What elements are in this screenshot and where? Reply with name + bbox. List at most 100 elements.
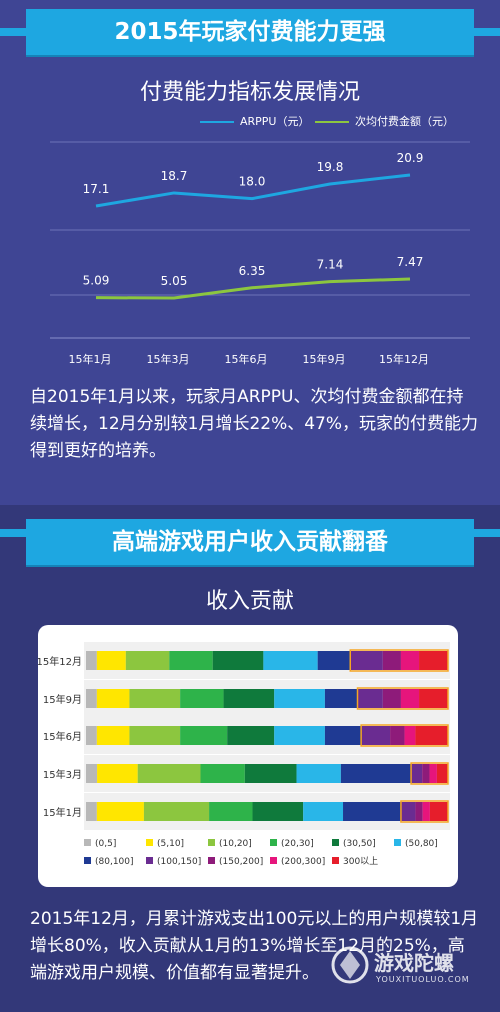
bar-segment	[274, 726, 325, 745]
x-tick-label: 15年3月	[147, 352, 190, 366]
bar-segment	[137, 764, 201, 783]
line-chart: 17.1 18.7 18.0 19.8 20.9 5.09 5.05 6.35 7.14 7.47…	[50, 141, 470, 366]
highlight-box	[356, 687, 449, 710]
bar-segment	[212, 651, 264, 670]
bar-segment	[317, 651, 351, 670]
bar-segment	[382, 651, 401, 670]
bar-segment	[227, 726, 275, 745]
y-tick-label: 15年12月	[38, 655, 82, 668]
bar-segment	[86, 764, 98, 783]
highlight-box	[400, 800, 449, 823]
y-tick-label: 15年9月	[43, 693, 82, 706]
highlight-box	[410, 762, 449, 785]
watermark-url: YOUXITUOLUO.COM	[376, 975, 470, 984]
legend-arppu-swatch	[200, 121, 234, 123]
bar-segment	[422, 802, 430, 821]
bar-segment	[86, 651, 97, 670]
legend-label: 300以上	[343, 856, 378, 867]
legend-avg-pay-swatch	[315, 121, 349, 123]
legend-label: (20,30]	[281, 839, 314, 849]
bar-segment	[419, 689, 448, 708]
bar-segment	[143, 802, 210, 821]
bar-segment	[303, 802, 344, 821]
bar-segment	[86, 802, 97, 821]
stacked-bar-chart: 15年12月 15年9月 15年6月 15年3月 15年1月 (0,5] (5,10] (10…	[37, 642, 450, 867]
bar-segment	[263, 651, 318, 670]
data-label: 5.05	[161, 274, 188, 288]
bar-segment	[129, 689, 181, 708]
legend-label: (5,10]	[157, 839, 184, 849]
legend-label: (0,5]	[95, 839, 116, 849]
legend-arppu-label: ARPPU（元）	[240, 115, 310, 128]
bar-segment	[244, 764, 297, 783]
bar-segment	[200, 764, 245, 783]
legend-label: (30,50]	[343, 839, 376, 849]
bar-segment	[96, 689, 130, 708]
legend-label: (100,150]	[157, 857, 201, 867]
legend-swatch	[146, 857, 153, 864]
section2-banner: 高端游戏用户收入贡献翻番	[26, 519, 474, 565]
section1-banner: 2015年玩家付费能力更强	[26, 9, 474, 55]
bar-segment	[343, 802, 401, 821]
bar-segment	[125, 651, 170, 670]
bar-segment	[429, 764, 437, 783]
legend-swatch	[270, 857, 277, 864]
data-label: 20.9	[397, 151, 424, 165]
legend-label: (50,80]	[405, 839, 438, 849]
x-tick-label: 15年12月	[379, 352, 429, 366]
legend-swatch	[146, 839, 153, 846]
bar-segment	[429, 802, 448, 821]
bar-segment	[404, 726, 416, 745]
bar-segment	[382, 689, 401, 708]
bar-segment	[274, 689, 325, 708]
bar-segment	[86, 689, 97, 708]
bar-segment	[324, 689, 358, 708]
data-label: 17.1	[83, 182, 110, 196]
line-chart-title: 付费能力指标发展情况	[139, 80, 360, 105]
bar-segment	[400, 651, 420, 670]
highlight-box	[349, 649, 449, 672]
bar-segment	[96, 726, 130, 745]
bar-segment	[340, 764, 412, 783]
legend-swatch	[394, 839, 401, 846]
legend-swatch	[208, 857, 215, 864]
bar-segment	[357, 689, 383, 708]
section-payment-ability: 2015年玩家付费能力更强 付费能力指标发展情况 ARPPU（元） 次均付费金额…	[0, 0, 500, 505]
legend-swatch	[332, 839, 339, 846]
y-tick-label: 15年3月	[43, 768, 82, 781]
bar-segment	[97, 764, 138, 783]
watermark: 游戏陀螺 YOUXITUOLUO.COM	[330, 943, 490, 1003]
bar-segment	[324, 726, 362, 745]
spinning-top-logo-icon	[331, 946, 369, 984]
bar-segment	[436, 764, 448, 783]
bar-segment	[400, 689, 420, 708]
bar-segment	[129, 726, 181, 745]
bar-segment	[390, 726, 405, 745]
legend-avg-pay-label: 次均付费金额（元）	[355, 115, 454, 128]
data-label: 18.0	[239, 175, 266, 189]
data-label: 19.8	[317, 160, 344, 174]
bar-segment	[180, 726, 228, 745]
bar-segment	[422, 764, 430, 783]
bar-segment	[296, 764, 341, 783]
bar-segment	[223, 689, 275, 708]
bar-segment	[96, 651, 126, 670]
bar-segment	[180, 689, 224, 708]
bar-segment	[415, 726, 448, 745]
legend-swatch	[270, 839, 277, 846]
legend-avg-pay: 次均付费金额（元）	[315, 113, 454, 129]
x-tick-label: 15年9月	[303, 352, 346, 366]
bar-segment	[169, 651, 213, 670]
data-label: 18.7	[161, 169, 188, 183]
legend-swatch	[332, 857, 339, 864]
series-line-0	[95, 173, 411, 208]
y-tick-label: 15年6月	[43, 730, 82, 743]
bar-segment	[96, 802, 144, 821]
legend-swatch	[208, 839, 215, 846]
x-tick-label: 15年1月	[69, 352, 112, 366]
bar-segment	[419, 651, 448, 670]
bar-chart-card: 15年12月 15年9月 15年6月 15年3月 15年1月 (0,5] (5,10] (10…	[37, 625, 458, 887]
legend-swatch	[84, 839, 91, 846]
bar-segment	[252, 802, 304, 821]
highlight-box	[360, 724, 449, 747]
